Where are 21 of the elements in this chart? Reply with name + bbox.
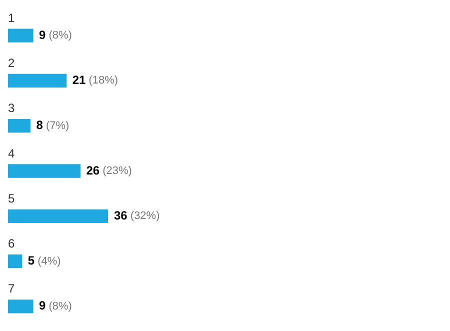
- y-tick-label: 4: [8, 146, 15, 160]
- data-label: 26 (23%): [86, 163, 132, 178]
- data-label: 5 (4%): [28, 254, 61, 268]
- bar: [8, 119, 31, 133]
- bar: [8, 254, 22, 268]
- data-label: 9 (8%): [39, 298, 72, 313]
- bar: [8, 164, 81, 178]
- y-tick-label: 5: [8, 191, 15, 206]
- data-label: 21 (18%): [72, 73, 118, 88]
- bar: [8, 74, 67, 88]
- bar: [8, 28, 34, 42]
- data-label: 9 (8%): [39, 28, 72, 42]
- bar: [8, 209, 108, 223]
- y-tick-label: 3: [8, 101, 15, 116]
- y-tick-label: 1: [8, 10, 15, 25]
- bar: [8, 300, 34, 314]
- y-tick-label: 2: [8, 56, 15, 70]
- data-label: 36 (32%): [114, 208, 160, 222]
- y-tick-label: 6: [8, 236, 15, 251]
- y-tick-label: 7: [8, 282, 15, 296]
- data-label: 8 (7%): [36, 118, 70, 132]
